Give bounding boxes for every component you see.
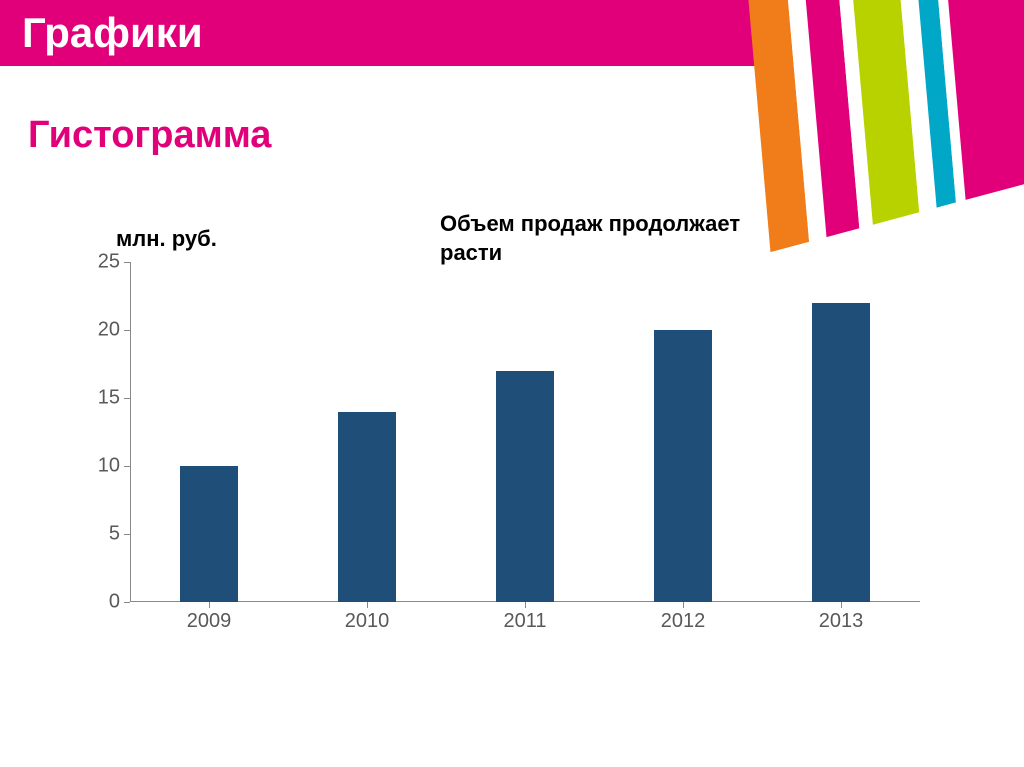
y-tick-label: 5 [109,523,120,546]
corner-stripes [731,0,1024,139]
x-tick-label: 2012 [661,610,706,633]
y-tick-mark [124,534,130,535]
x-tick-label: 2013 [819,610,864,633]
bar [338,412,396,602]
x-tick-mark [841,602,842,608]
x-tick-label: 2010 [345,610,390,633]
y-tick-label: 10 [98,455,120,478]
x-tick-label: 2011 [503,610,546,633]
bar [180,466,238,602]
x-tick-mark [367,602,368,608]
y-tick-label: 15 [98,387,120,410]
y-axis-label: млн. руб. [116,226,217,252]
plot-area: 0510152025 [130,262,920,602]
y-tick-mark [124,398,130,399]
x-tick-mark [683,602,684,608]
chart-title: Объем продаж продолжает расти [440,210,800,267]
y-tick-mark [124,330,130,331]
bar [496,371,554,602]
y-tick-label: 25 [98,251,120,274]
bar [812,303,870,602]
y-tick-label: 20 [98,319,120,342]
x-tick-mark [209,602,210,608]
header-title: Графики [22,9,203,57]
bars-group [130,262,920,602]
y-tick-mark [124,262,130,263]
y-tick-mark [124,602,130,603]
y-tick-label: 0 [109,591,120,614]
x-tick-mark [525,602,526,608]
y-tick-mark [124,466,130,467]
x-tick-label: 2009 [187,610,232,633]
bar [654,330,712,602]
